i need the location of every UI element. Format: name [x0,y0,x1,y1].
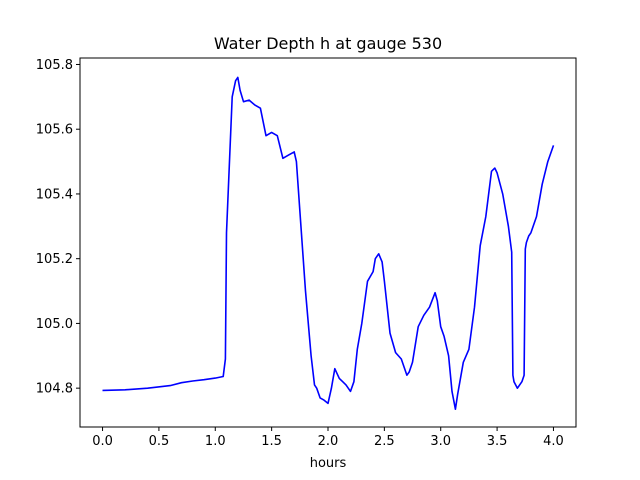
x-tick-label: 2.0 [318,434,339,449]
y-tick-label: 105.4 [36,187,73,202]
x-tick-label: 2.5 [374,434,395,449]
series-line-0 [102,76,555,411]
axes-frame [79,57,577,428]
plot-area [102,76,555,411]
x-tick-label: 3.0 [430,434,451,449]
chart-title: Water Depth h at gauge 530 [214,34,442,53]
x-tick-label: 4.0 [543,434,564,449]
x-axis-ticks: 0.0 0.5 1.0 1.5 2.0 2.5 3.0 3.5 4.0 [92,427,564,449]
y-tick-label: 105.0 [36,317,73,332]
x-axis-label: hours [310,456,347,471]
y-tick-label: 105.2 [36,252,73,267]
x-tick-label: 0.5 [149,434,170,449]
x-tick-label: 1.0 [205,434,226,449]
y-tick-label: 105.8 [36,58,73,73]
x-tick-label: 3.5 [487,434,508,449]
y-tick-label: 104.8 [36,382,73,397]
y-axis-ticks: 104.8 105.0 105.2 105.4 105.6 105.8 [36,58,80,397]
x-tick-label: 0.0 [92,434,113,449]
x-tick-label: 1.5 [261,434,282,449]
y-tick-label: 105.6 [36,123,73,138]
